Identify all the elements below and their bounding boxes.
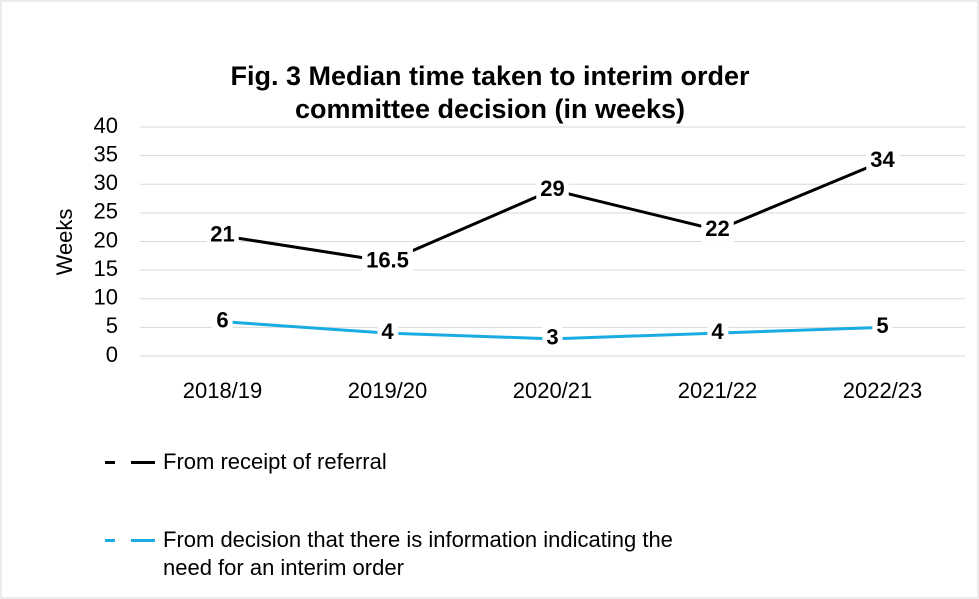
data-label: 29 bbox=[540, 176, 564, 201]
y-tick-label: 35 bbox=[94, 141, 118, 166]
x-tick-label: 2022/23 bbox=[843, 378, 923, 403]
data-label: 34 bbox=[870, 147, 895, 172]
data-label-bg bbox=[536, 174, 569, 202]
legend-entry: From decision that there is information … bbox=[105, 526, 705, 582]
data-label: 4 bbox=[381, 319, 394, 344]
data-label-bg bbox=[377, 317, 399, 345]
x-tick-label: 2019/20 bbox=[348, 378, 428, 403]
legend-symbol bbox=[105, 448, 163, 476]
y-axis-label: Weeks bbox=[52, 209, 77, 276]
data-label-bg bbox=[206, 220, 239, 248]
data-label: 4 bbox=[711, 319, 724, 344]
data-label: 5 bbox=[876, 313, 888, 338]
y-tick-label: 25 bbox=[94, 199, 118, 224]
data-label-bg bbox=[707, 317, 729, 345]
legend-label: From decision that there is information … bbox=[163, 527, 673, 580]
y-tick-label: 20 bbox=[94, 227, 118, 252]
data-label-bg bbox=[212, 306, 233, 334]
data-label: 6 bbox=[216, 307, 228, 332]
x-tick-label: 2018/19 bbox=[183, 378, 263, 403]
y-tick-label: 15 bbox=[94, 256, 118, 281]
legend-symbol bbox=[105, 526, 163, 554]
data-label-bg bbox=[362, 246, 413, 274]
data-label-bg bbox=[866, 146, 900, 174]
x-tick-label: 2020/21 bbox=[513, 378, 593, 403]
y-tick-label: 0 bbox=[106, 342, 118, 367]
y-tick-label: 10 bbox=[94, 285, 118, 310]
title-box: Fig. 3 Median time taken to interim orde… bbox=[230, 61, 750, 124]
data-label-bg bbox=[701, 214, 734, 242]
chart-title: Fig. 3 Median time taken to interim orde… bbox=[230, 61, 750, 124]
legend-entry: From receipt of referral bbox=[105, 448, 705, 476]
data-label-bg bbox=[542, 323, 563, 351]
y-tick-label: 5 bbox=[106, 313, 118, 338]
data-label-bg bbox=[872, 312, 893, 340]
x-tick-label: 2021/22 bbox=[678, 378, 758, 403]
legend-label: From receipt of referral bbox=[163, 449, 387, 474]
y-tick-label: 40 bbox=[94, 113, 118, 138]
data-label: 21 bbox=[210, 222, 234, 247]
y-tick-label: 30 bbox=[94, 170, 118, 195]
data-label: 22 bbox=[705, 216, 729, 241]
data-label: 16.5 bbox=[366, 247, 409, 272]
data-label: 3 bbox=[546, 325, 558, 350]
